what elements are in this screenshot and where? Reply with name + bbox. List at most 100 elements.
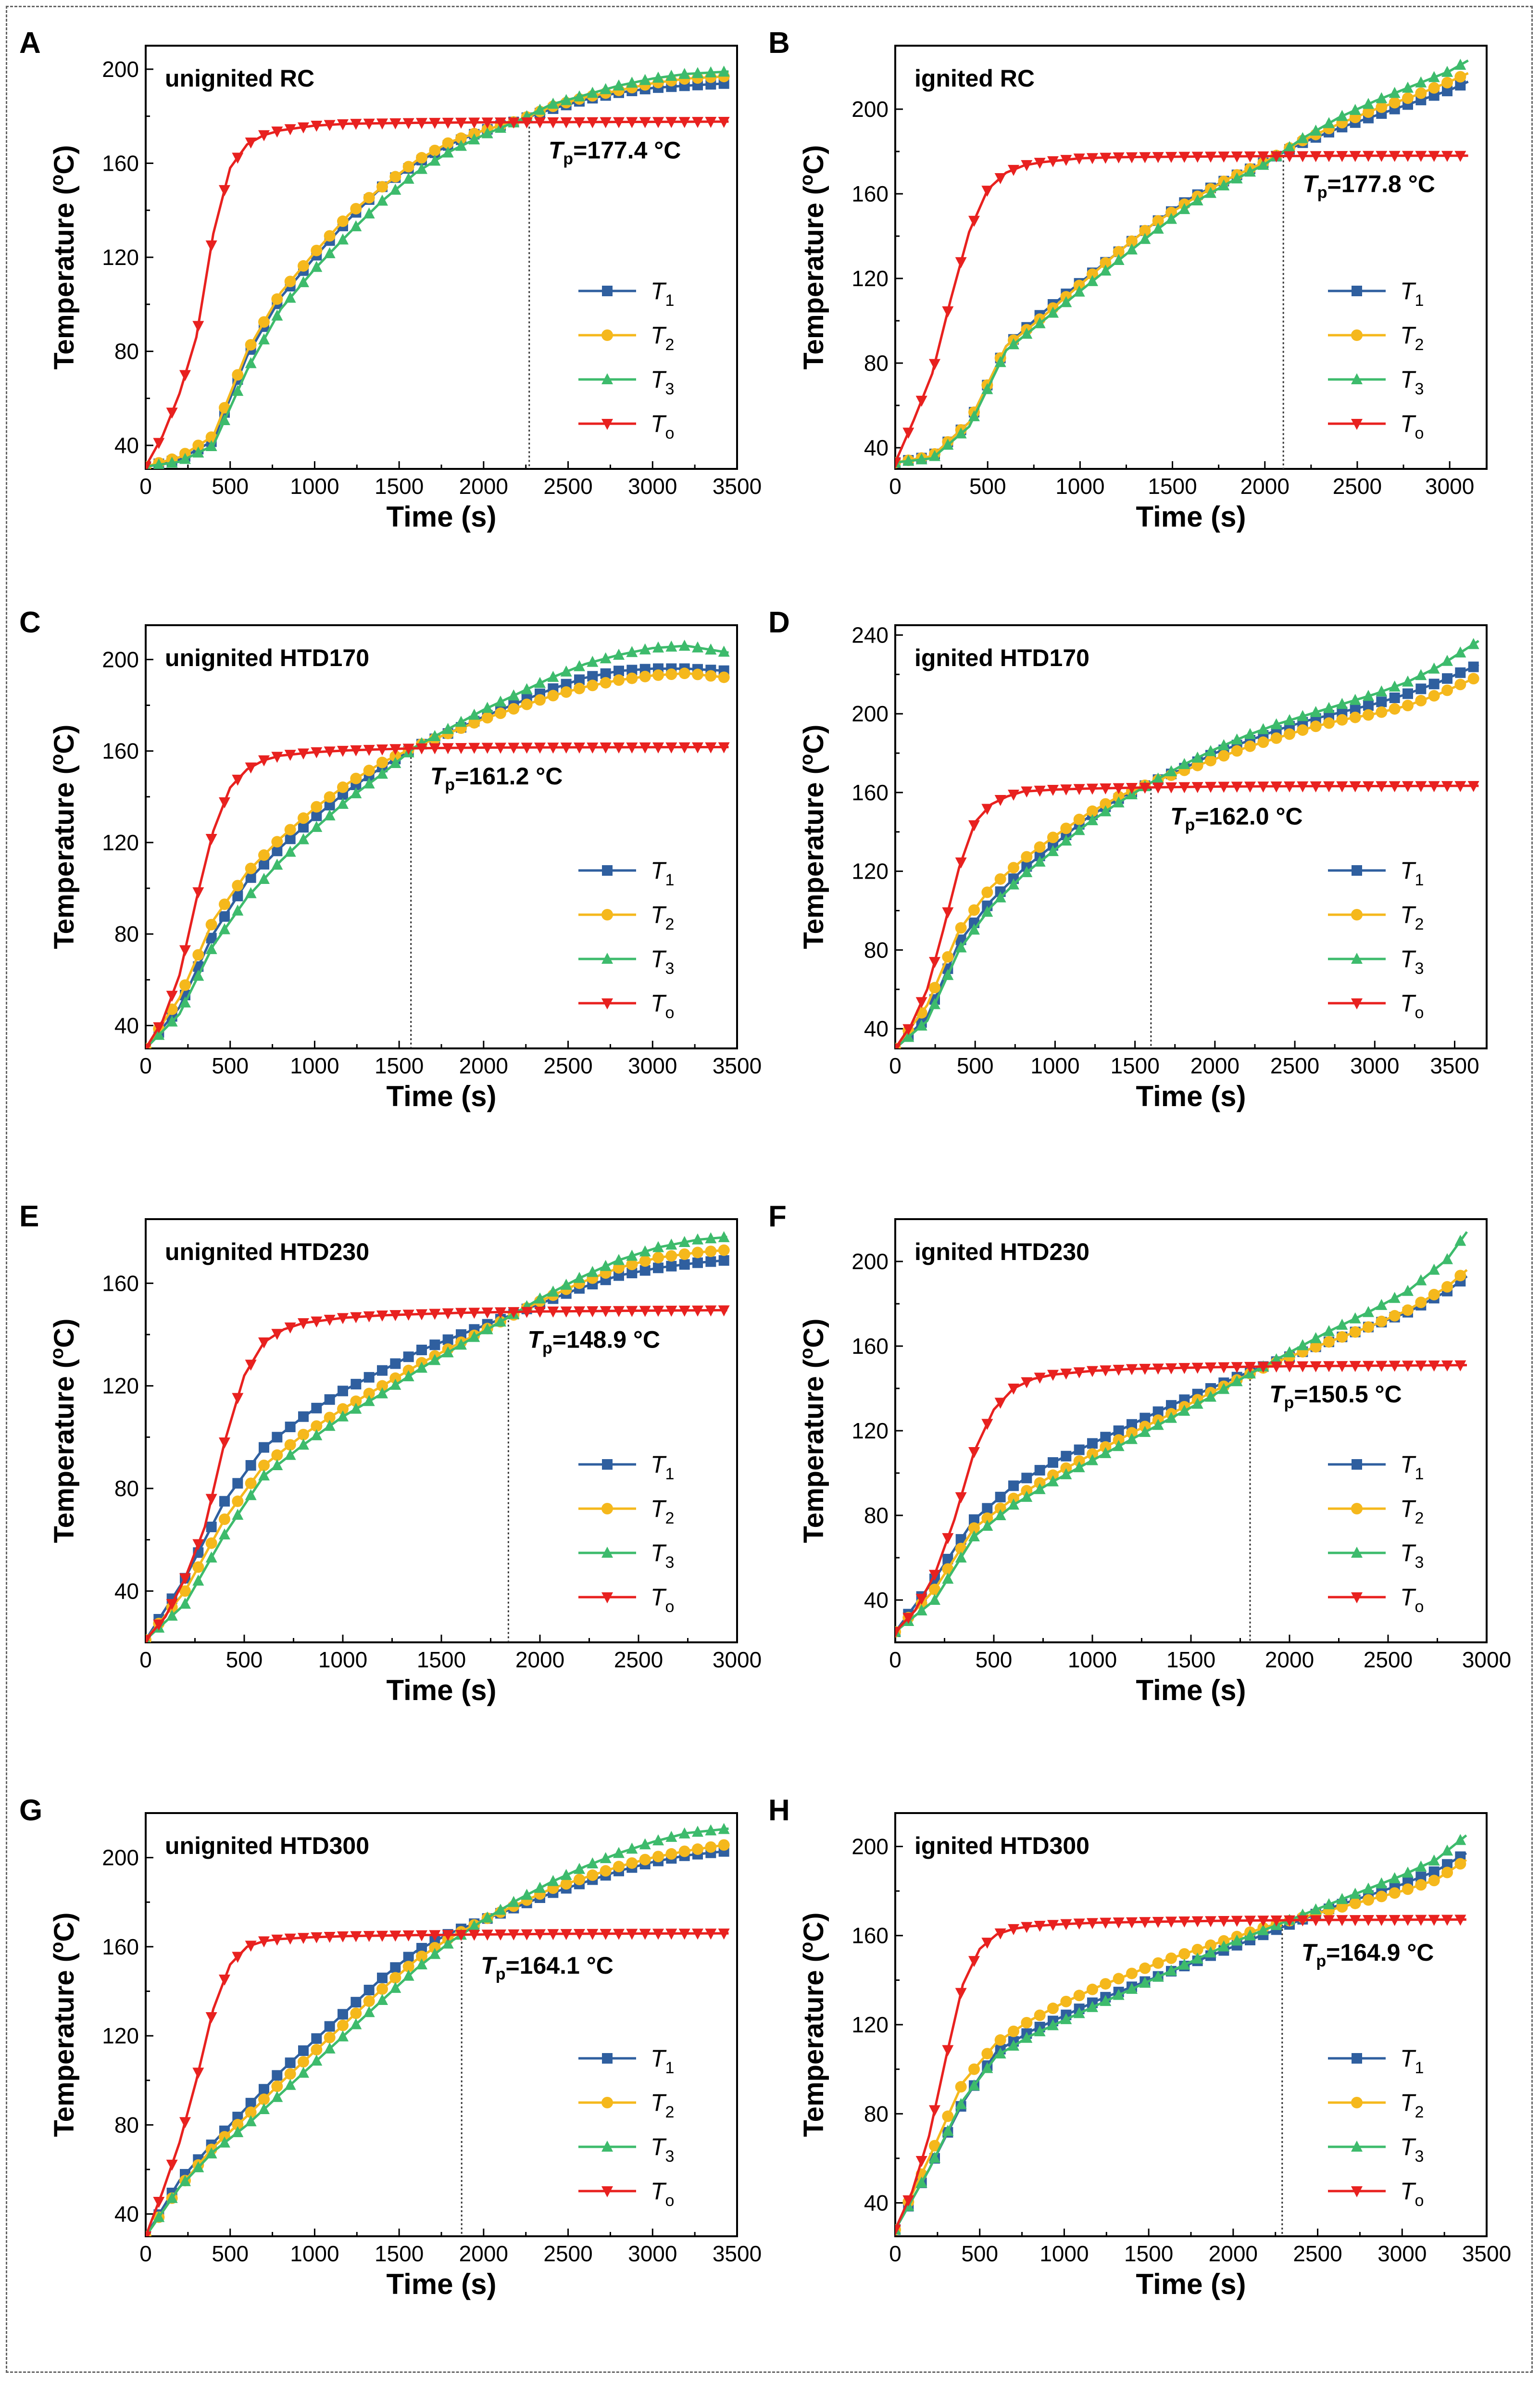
- series-marker-T3: [298, 1438, 309, 1450]
- series-marker-T3: [1087, 814, 1098, 825]
- x-axis-label: Time (s): [1136, 501, 1246, 533]
- series-marker-To: [389, 118, 401, 129]
- series-marker-T3: [626, 1249, 638, 1261]
- series-marker-T3: [718, 1231, 730, 1242]
- legend-subscript: o: [665, 1004, 675, 1022]
- series-marker-To: [1152, 1916, 1164, 1928]
- series-marker-T3: [534, 1881, 546, 1893]
- series-marker-To: [311, 1932, 323, 1943]
- series-marker-T3: [915, 1019, 927, 1031]
- series-line-T3: [895, 1231, 1468, 1633]
- panel-letter: F: [768, 1200, 787, 1233]
- x-tick-label: 0: [139, 2241, 152, 2266]
- series-marker-T3: [402, 1969, 414, 1981]
- series-marker-T3: [324, 247, 336, 258]
- series-marker-T2: [968, 904, 980, 916]
- y-axis-label-text: Temperature (: [798, 185, 829, 369]
- x-tick-label: 1000: [318, 1647, 367, 1672]
- series-marker-T3: [692, 1826, 703, 1837]
- x-tick-label: 2500: [1270, 1053, 1319, 1078]
- series-marker-T1: [259, 859, 269, 870]
- series-marker-T3: [1126, 1433, 1138, 1444]
- series-marker-T2: [192, 1561, 204, 1573]
- series-marker-T2: [1441, 1281, 1453, 1293]
- series-marker-T3: [363, 777, 375, 789]
- legend-symbol: T: [651, 322, 667, 349]
- series-marker-T3: [258, 2103, 270, 2114]
- y-tick-label: 120: [102, 1374, 139, 1399]
- series-marker-T2: [219, 898, 230, 910]
- y-tick-label: 200: [102, 647, 139, 672]
- series-marker-T2: [245, 862, 257, 874]
- series-marker-To: [652, 1306, 664, 1317]
- series-marker-To: [1454, 1360, 1466, 1372]
- series-marker-T3: [574, 1272, 585, 1283]
- series-marker-T3: [481, 702, 493, 713]
- series-marker-To: [258, 755, 270, 767]
- series-marker-To: [1139, 152, 1151, 164]
- series-marker-T2: [324, 230, 336, 242]
- series-marker-T3: [705, 66, 717, 77]
- series-marker-To: [678, 1305, 690, 1317]
- legend-subscript: 1: [1415, 871, 1424, 889]
- series-marker-T2: [363, 1995, 375, 2007]
- series-marker-T3: [350, 2018, 362, 2029]
- series-line-T3: [895, 59, 1469, 464]
- series-marker-To: [942, 907, 954, 919]
- series-marker-T2: [929, 982, 940, 994]
- x-tick-label: 3000: [713, 1647, 762, 1672]
- series-marker-To: [560, 1929, 572, 1941]
- series-marker-To: [1376, 781, 1388, 793]
- series-marker-T3: [1178, 203, 1190, 214]
- series-marker-T3: [389, 1981, 401, 1993]
- legend-marker-T1: [602, 865, 613, 876]
- x-tick-label: 500: [212, 1053, 249, 1078]
- series-marker-T3: [376, 194, 388, 206]
- series-marker-T3: [915, 1604, 927, 1615]
- series-marker-T2: [613, 674, 625, 686]
- series-marker-T3: [600, 652, 612, 664]
- series-marker-T3: [219, 414, 230, 425]
- series-marker-To: [495, 117, 506, 129]
- series-marker-To: [1087, 1918, 1098, 1929]
- series-marker-To: [146, 1044, 151, 1048]
- series-marker-T1: [442, 1334, 453, 1345]
- y-axis-label-text: Temperature (: [49, 765, 80, 949]
- series-marker-T3: [232, 1509, 244, 1520]
- series-marker-T1: [1376, 696, 1387, 707]
- series-marker-To: [153, 2196, 165, 2208]
- series-marker-T2: [1073, 813, 1085, 825]
- series-marker-T3: [1047, 2019, 1059, 2030]
- series-marker-T3: [521, 1889, 533, 1900]
- legend-subscript: o: [1415, 1598, 1424, 1616]
- series-marker-To: [429, 743, 441, 755]
- series-marker-To: [337, 1313, 349, 1324]
- series-marker-T1: [1127, 1419, 1137, 1430]
- series-marker-T3: [1008, 338, 1019, 350]
- series-marker-To: [1244, 781, 1256, 793]
- series-marker-T3: [652, 71, 664, 83]
- x-tick-label: 1500: [1166, 1647, 1215, 1672]
- series-marker-T2: [678, 668, 690, 680]
- series-marker-T1: [1008, 1480, 1019, 1491]
- series-marker-To: [1047, 785, 1059, 796]
- legend-symbol: T: [651, 1584, 667, 1611]
- series-marker-T3: [1165, 1412, 1177, 1423]
- y-tick-label: 120: [102, 830, 139, 855]
- series-marker-To: [1270, 1361, 1282, 1373]
- legend-marker-T2: [601, 1503, 613, 1514]
- series-marker-T3: [468, 133, 480, 145]
- series-marker-T1: [1113, 1425, 1124, 1436]
- series-marker-T3: [1363, 1882, 1374, 1894]
- legend-subscript: 3: [1415, 380, 1424, 398]
- series-marker-T1: [1428, 679, 1440, 690]
- series-marker-To: [547, 1306, 559, 1318]
- series-marker-To: [1363, 1915, 1374, 1926]
- y-tick-label: 80: [114, 339, 139, 364]
- series-marker-T1: [1415, 1871, 1427, 1882]
- x-tick-label: 2000: [459, 2241, 508, 2266]
- series-marker-T2: [1034, 2009, 1046, 2021]
- series-marker-T3: [1323, 702, 1335, 713]
- series-marker-T3: [1073, 2007, 1085, 2018]
- series-marker-T2: [232, 2118, 244, 2130]
